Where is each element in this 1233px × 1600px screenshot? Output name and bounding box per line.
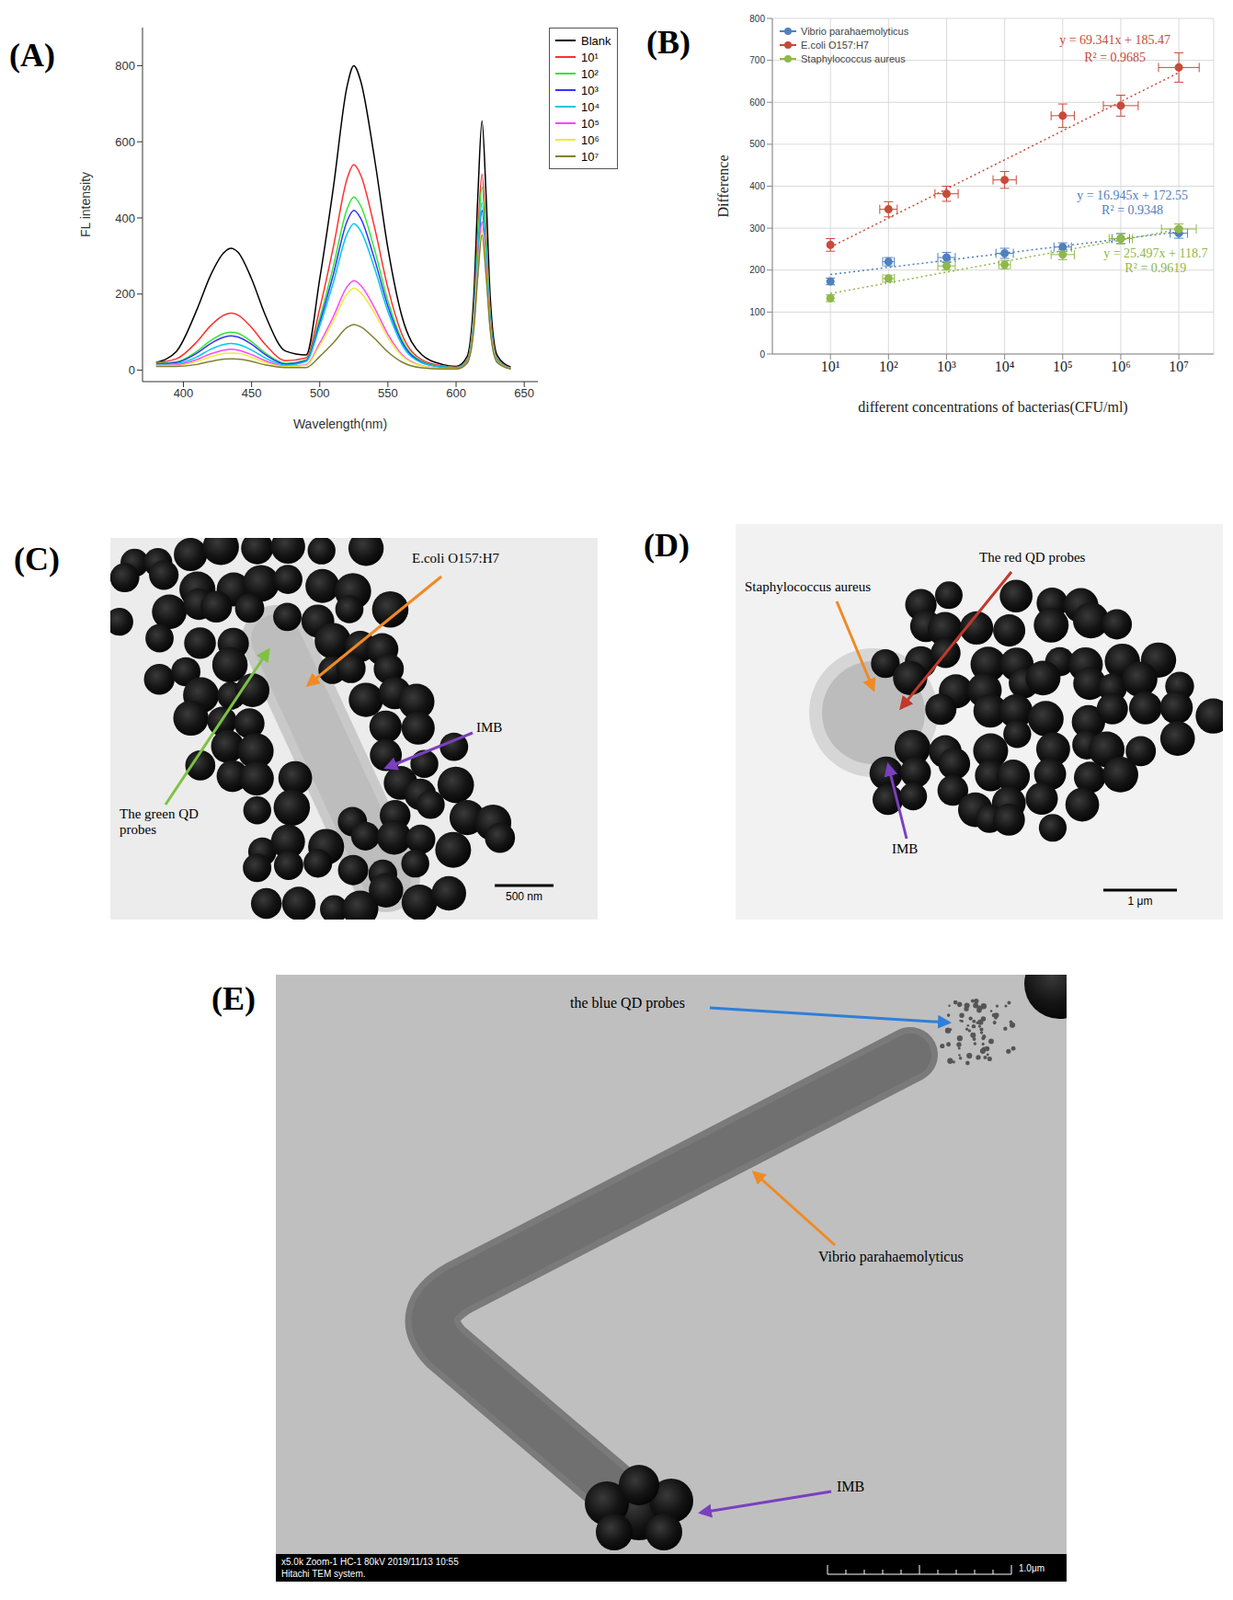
svg-text:300: 300 [749, 223, 765, 234]
html-text:x5.0k Zoom-1 HC-1 80kV 2019/11: x5.0k Zoom-1 HC-1 80kV 2019/11/13 10:55 [281, 1556, 459, 1567]
svg-text:10⁷: 10⁷ [1168, 358, 1189, 375]
svg-text:10²: 10² [879, 358, 899, 375]
svg-text:800: 800 [114, 58, 136, 73]
svg-text:800: 800 [749, 13, 765, 24]
html-text:10⁶: 10⁶ [581, 132, 600, 147]
html-text:(D): (D) [643, 526, 690, 564]
svg-text:600: 600 [445, 386, 467, 400]
html-text:10⁵: 10⁵ [581, 116, 600, 131]
svg-text:Wavelength(nm): Wavelength(nm) [293, 416, 388, 432]
html-text:E.coli O157:H7: E.coli O157:H7 [411, 550, 500, 566]
html-text:IMB: IMB [836, 1478, 865, 1495]
html-text:10¹: 10¹ [581, 50, 599, 64]
html-text:E.coli O157:H7: E.coli O157:H7 [800, 39, 869, 51]
html-text:R² = 0.9619: R² = 0.9619 [1124, 261, 1187, 276]
html-text:y = 69.341x + 185.47: y = 69.341x + 185.47 [1059, 32, 1171, 47]
html-text:The green QD probes: The green QD probes [119, 806, 199, 837]
html-text:(B): (B) [646, 23, 691, 61]
html-text:IMB: IMB [891, 841, 918, 857]
html-text:(A): (A) [9, 36, 56, 74]
html-text:R² = 0.9348: R² = 0.9348 [1101, 202, 1164, 217]
html-text:IMB: IMB [476, 719, 503, 735]
svg-text:400: 400 [173, 386, 195, 400]
html-text:y = 16.945x + 172.55: y = 16.945x + 172.55 [1076, 188, 1188, 202]
html-text:1.0μm: 1.0μm [1018, 1563, 1045, 1574]
svg-text:10⁴: 10⁴ [994, 358, 1016, 375]
svg-text:10⁵: 10⁵ [1052, 358, 1074, 375]
svg-text:0: 0 [128, 363, 136, 377]
html-text:10²: 10² [581, 66, 599, 81]
html-text:Staphylococcus aureus: Staphylococcus aureus [744, 579, 871, 594]
svg-text:FL intensity: FL intensity [78, 171, 93, 238]
svg-text:600: 600 [749, 97, 765, 108]
svg-text:10³: 10³ [936, 358, 957, 375]
html-text:R² = 0.9685: R² = 0.9685 [1084, 50, 1146, 65]
svg-text:500: 500 [749, 138, 765, 149]
html-text:y = 25.497x + 118.7: y = 25.497x + 118.7 [1103, 246, 1208, 261]
html-text:(E): (E) [211, 980, 256, 1017]
html-text:Vibrio parahaemolyticus: Vibrio parahaemolyticus [818, 1248, 964, 1265]
svg-text:500: 500 [309, 386, 331, 400]
svg-text:different concentrations of ba: different concentrations of bacterias(CF… [857, 399, 1128, 416]
html-text:Blank: Blank [581, 33, 611, 48]
svg-text:400: 400 [114, 211, 136, 226]
svg-text:200: 200 [749, 264, 765, 275]
html-text:10⁴: 10⁴ [581, 99, 600, 114]
svg-text:100: 100 [749, 307, 765, 318]
svg-text:400: 400 [749, 181, 765, 192]
html-text:Vibrio parahaemolyticus: Vibrio parahaemolyticus [800, 25, 909, 37]
html-text:(C): (C) [13, 540, 60, 578]
svg-text:0: 0 [759, 349, 765, 360]
html-text:1 μm: 1 μm [1127, 894, 1153, 908]
html-text:500 nm: 500 nm [505, 890, 543, 903]
svg-text:550: 550 [377, 386, 399, 400]
html-text:10³: 10³ [581, 83, 599, 98]
svg-text:650: 650 [513, 386, 535, 400]
html-text:Hitachi TEM system.: Hitachi TEM system. [281, 1568, 366, 1579]
html-text:Staphylococcus aureus: Staphylococcus aureus [800, 52, 906, 64]
svg-text:450: 450 [241, 386, 263, 400]
html-text:The red QD probes: The red QD probes [979, 549, 1086, 565]
svg-text:Difference: Difference [715, 154, 731, 217]
svg-text:10¹: 10¹ [821, 358, 841, 375]
html-text:the blue QD probes: the blue QD probes [570, 994, 685, 1011]
svg-text:700: 700 [749, 55, 765, 66]
svg-text:10⁶: 10⁶ [1110, 358, 1131, 375]
html-text:10⁷: 10⁷ [581, 149, 599, 164]
svg-text:600: 600 [114, 135, 136, 149]
svg-text:200: 200 [114, 286, 136, 301]
